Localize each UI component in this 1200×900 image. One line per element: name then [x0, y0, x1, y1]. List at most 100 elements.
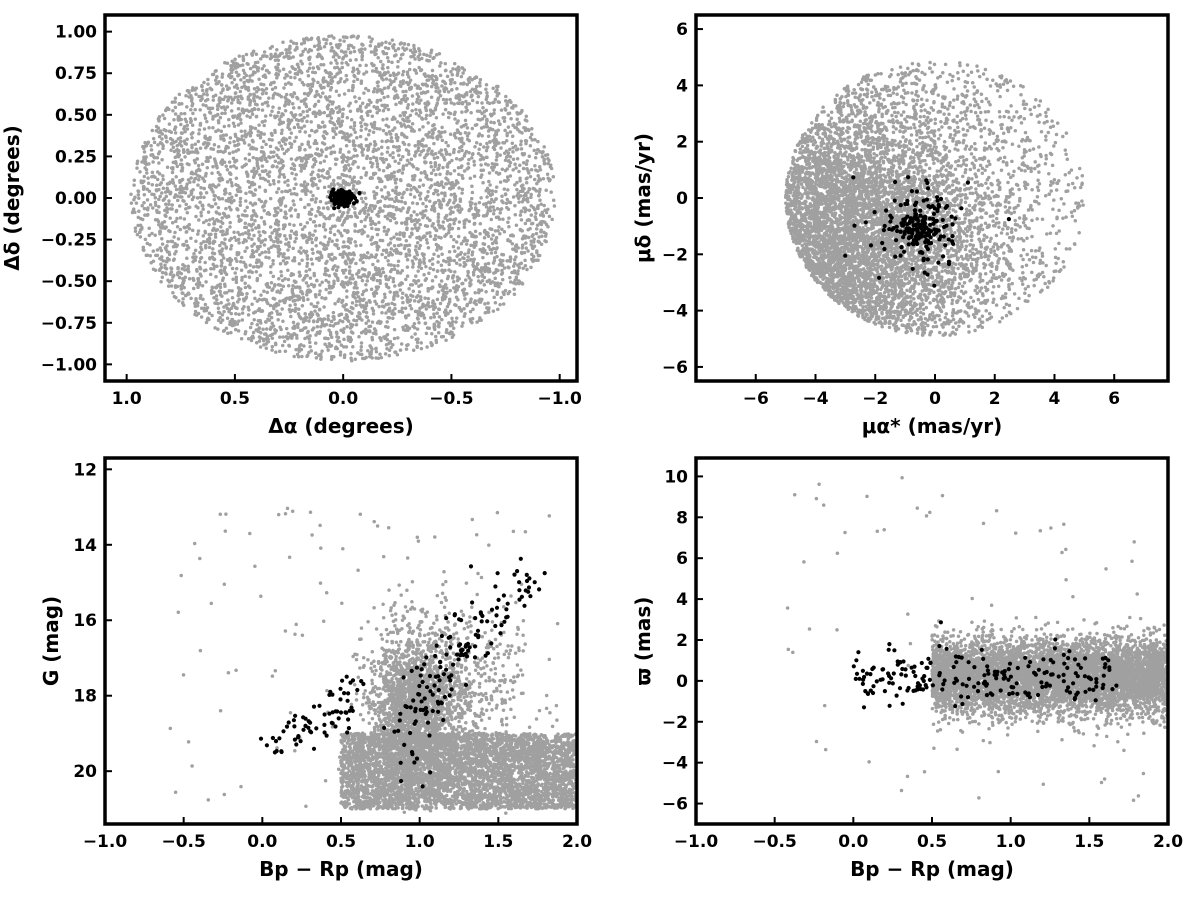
- field-star-point: [217, 306, 221, 310]
- field-star-point: [366, 234, 370, 238]
- field-star-point: [214, 202, 218, 206]
- field-star-point: [352, 187, 356, 191]
- field-star-point: [479, 196, 483, 200]
- field-star-point: [366, 279, 370, 283]
- field-star-point: [457, 227, 461, 231]
- field-star-point: [343, 245, 347, 249]
- field-star-point: [428, 199, 432, 203]
- field-star-point: [310, 129, 314, 133]
- field-star-point: [137, 210, 141, 214]
- field-star-point: [351, 89, 355, 93]
- field-star-point: [316, 301, 320, 305]
- field-star-point: [307, 319, 311, 323]
- field-star-point: [293, 140, 297, 144]
- field-star-point: [183, 112, 187, 116]
- field-star-point: [445, 286, 449, 290]
- field-star-point: [355, 323, 359, 327]
- field-star-point: [267, 251, 271, 255]
- field-star-point: [268, 183, 272, 187]
- field-star-point: [383, 226, 387, 230]
- field-star-point: [342, 35, 346, 39]
- field-star-point: [298, 262, 302, 266]
- field-star-point: [269, 145, 273, 149]
- field-star-point: [264, 238, 268, 242]
- field-star-point: [418, 185, 422, 189]
- field-star-point: [274, 350, 278, 354]
- field-star-point: [530, 213, 534, 217]
- field-star-point: [157, 161, 161, 165]
- field-star-point: [517, 170, 521, 174]
- field-star-point: [503, 151, 507, 155]
- field-star-point: [229, 136, 233, 140]
- field-star-point: [342, 39, 346, 43]
- field-star-point: [299, 198, 303, 202]
- field-star-point: [383, 293, 387, 297]
- field-star-point: [399, 57, 403, 61]
- field-star-point: [419, 99, 423, 103]
- field-star-point: [133, 211, 137, 215]
- field-star-point: [349, 110, 353, 114]
- field-star-point: [160, 191, 164, 195]
- field-star-point: [435, 78, 439, 82]
- field-star-point: [417, 321, 421, 325]
- field-star-point: [323, 186, 327, 190]
- field-star-point: [371, 69, 375, 73]
- field-star-point: [430, 149, 434, 153]
- field-star-point: [250, 238, 254, 242]
- field-star-point: [260, 216, 264, 220]
- field-star-point: [479, 78, 483, 82]
- field-star-point: [254, 188, 258, 192]
- field-star-point: [167, 199, 171, 203]
- field-star-point: [305, 281, 309, 285]
- field-star-point: [507, 207, 511, 211]
- field-star-point: [504, 169, 508, 173]
- field-star-point: [269, 265, 273, 269]
- field-star-point: [326, 314, 330, 318]
- field-star-point: [213, 198, 217, 202]
- field-star-point: [400, 342, 404, 346]
- field-star-point: [418, 128, 422, 132]
- field-star-point: [347, 246, 351, 250]
- field-star-point: [276, 206, 280, 210]
- field-star-point: [338, 39, 342, 43]
- field-star-point: [226, 317, 230, 321]
- field-star-point: [133, 179, 137, 183]
- field-star-point: [132, 183, 136, 187]
- field-star-point: [287, 284, 291, 288]
- field-star-point: [529, 266, 533, 270]
- field-star-point: [288, 223, 292, 227]
- field-star-point: [314, 200, 318, 204]
- field-star-point: [308, 134, 312, 138]
- field-star-point: [161, 174, 165, 178]
- field-star-point: [196, 232, 200, 236]
- field-star-point: [513, 163, 517, 167]
- field-star-point: [272, 182, 276, 186]
- field-star-point: [314, 115, 318, 119]
- field-star-point: [149, 203, 153, 207]
- field-star-point: [349, 126, 353, 130]
- field-star-point: [357, 335, 361, 339]
- field-star-point: [501, 168, 505, 172]
- field-star-point: [247, 270, 251, 274]
- field-star-point: [402, 70, 406, 74]
- field-star-point: [384, 256, 388, 260]
- field-star-point: [449, 172, 453, 176]
- field-star-point: [436, 260, 440, 264]
- field-star-point: [488, 171, 492, 175]
- field-star-point: [396, 336, 400, 340]
- field-star-point: [406, 258, 410, 262]
- field-star-point: [370, 288, 374, 292]
- field-star-point: [346, 335, 350, 339]
- field-star-point: [308, 345, 312, 349]
- field-star-point: [171, 109, 175, 113]
- field-star-point: [415, 112, 419, 116]
- field-star-point: [413, 154, 417, 158]
- field-star-point: [284, 109, 288, 113]
- field-star-point: [221, 72, 225, 76]
- field-star-point: [191, 112, 195, 116]
- field-star-point: [360, 220, 364, 224]
- field-star-point: [452, 245, 456, 249]
- field-star-point: [345, 325, 349, 329]
- field-star-point: [397, 161, 401, 165]
- field-star-point: [507, 125, 511, 129]
